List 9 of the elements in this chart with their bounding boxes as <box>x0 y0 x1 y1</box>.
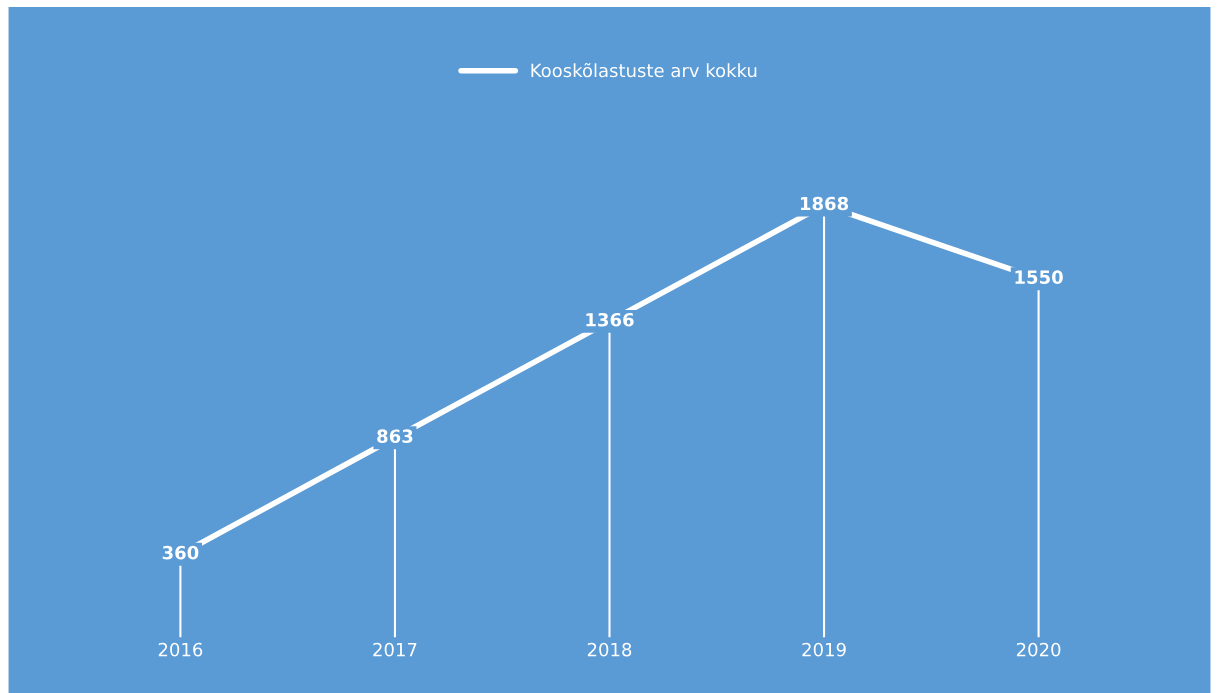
x-tick-label: 2018 <box>587 642 632 657</box>
x-tick-label: 2017 <box>373 642 417 657</box>
x-tick-label: 2019 <box>802 642 846 657</box>
legend-label: Kooskõlastuste arv kokku <box>531 62 757 78</box>
x-tick-label: 2020 <box>1016 642 1061 657</box>
data-label: 1550 <box>1015 270 1063 284</box>
x-tick-label: 2016 <box>158 642 203 657</box>
data-label: 1366 <box>586 312 634 327</box>
data-label: 1868 <box>800 196 849 211</box>
